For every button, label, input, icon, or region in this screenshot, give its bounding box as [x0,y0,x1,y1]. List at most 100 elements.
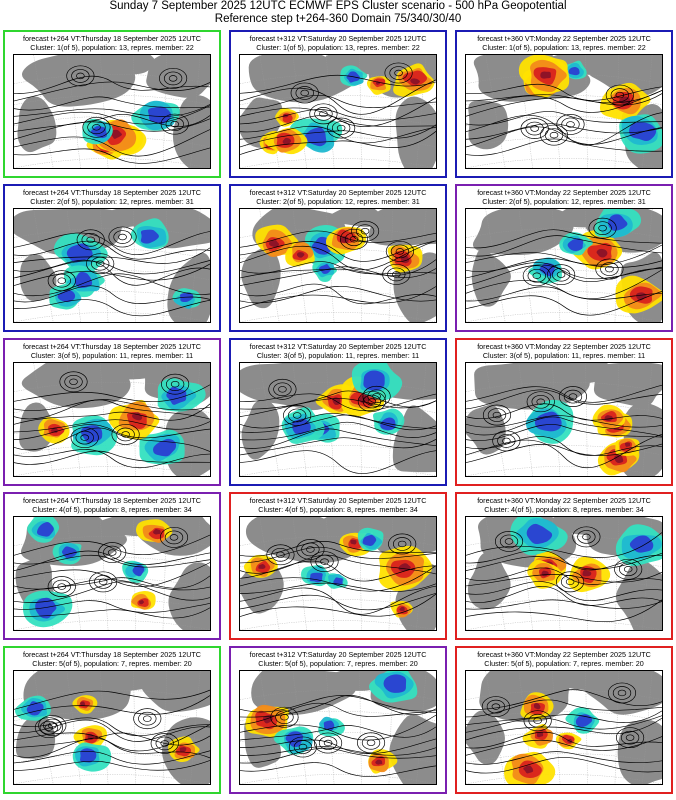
positive-anomaly [410,78,420,85]
negative-anomaly [363,370,385,391]
positive-anomaly [110,129,122,139]
anomaly-layer [525,399,640,476]
panel-forecast-label: forecast t+360 VT:Monday 22 September 20… [477,650,651,659]
panel-cluster-label: Cluster: 3(of 5), population: 11, repres… [482,351,646,360]
positive-anomaly [536,732,544,738]
cluster-panel: forecast t+360 VT:Monday 22 September 20… [455,646,673,794]
land-layer [466,671,662,784]
panel-cluster-label: Cluster: 4(of 5), population: 8, repres.… [32,505,192,514]
negative-anomaly [147,106,172,125]
positive-anomaly [523,765,534,774]
map-graphic [14,55,210,168]
negative-anomaly [567,238,584,252]
panel-caption: forecast t+360 VT:Monday 22 September 20… [457,496,671,514]
panel-caption: forecast t+264 VT:Thursday 18 September … [5,342,219,360]
panel-forecast-label: forecast t+264 VT:Thursday 18 September … [23,342,201,351]
panel-caption: forecast t+360 VT:Monday 22 September 20… [457,34,671,52]
panel-cluster-label: Cluster: 1(of 5), population: 13, repres… [482,43,646,52]
panel-cluster-label: Cluster: 2(of 5), population: 12, repres… [256,197,420,206]
anomaly-layer [528,209,662,314]
map-graphic [466,209,662,322]
map-graphic [466,363,662,476]
positive-anomaly [624,442,631,447]
map-graphic [240,363,436,476]
panel-cluster-label: Cluster: 2(of 5), population: 12, repres… [30,197,194,206]
cluster-panel: forecast t+264 VT:Thursday 18 September … [3,184,221,332]
negative-anomaly [362,534,377,547]
panel-cluster-label: Cluster: 5(of 5), population: 7, repres.… [484,659,644,668]
negative-anomaly [66,243,93,263]
positive-anomaly [636,292,647,301]
positive-anomaly [258,564,266,569]
map-graphic [466,671,662,784]
panel-cluster-label: Cluster: 2(of 5), population: 12, repres… [482,197,646,206]
positive-anomaly [263,715,273,724]
graticule [466,363,662,476]
panel-caption: forecast t+360 VT:Monday 22 September 20… [457,342,671,360]
negative-anomaly [75,271,93,288]
negative-anomaly [568,67,580,76]
negative-anomaly [318,264,332,274]
geopotential-contours [240,220,436,309]
negative-anomaly [90,126,107,139]
negative-anomaly [292,418,311,435]
positive-anomaly [282,137,292,145]
graticule [14,209,210,322]
positive-anomaly [350,539,357,545]
geopotential-contours [466,83,662,156]
anomaly-map [13,208,211,323]
geopotential-contours [14,65,210,164]
cluster-panel: forecast t+360 VT:Monday 22 September 20… [455,338,673,486]
negative-anomaly [36,522,54,537]
anomaly-map [13,362,211,477]
panel-caption: forecast t+360 VT:Monday 22 September 20… [457,650,671,668]
negative-anomaly [575,714,593,728]
positive-anomaly [179,747,187,752]
panel-cluster-label: Cluster: 3(of 5), population: 11, repres… [30,351,194,360]
positive-anomaly [153,529,161,535]
cluster-panel: forecast t+264 VT:Thursday 18 September … [3,338,221,486]
positive-anomaly [582,569,592,577]
cluster-panel: forecast t+360 VT:Monday 22 September 20… [455,30,673,178]
cluster-panel: forecast t+360 VT:Monday 22 September 20… [455,492,673,640]
panel-forecast-label: forecast t+360 VT:Monday 22 September 20… [477,496,651,505]
panel-forecast-label: forecast t+312 VT:Saturday 20 September … [249,188,427,197]
panel-forecast-label: forecast t+264 VT:Thursday 18 September … [23,496,201,505]
anomaly-map [13,54,211,169]
positive-anomaly [402,70,428,87]
negative-anomaly [166,386,187,405]
anomaly-layer [259,63,435,155]
map-graphic [14,671,210,784]
anomaly-map [465,208,663,323]
panel-forecast-label: forecast t+264 VT:Thursday 18 September … [23,188,201,197]
anomaly-map [13,516,211,631]
panel-forecast-label: forecast t+312 VT:Saturday 20 September … [249,496,427,505]
positive-anomaly [132,412,143,421]
negative-anomaly [608,214,628,231]
cluster-panel: forecast t+312 VT:Saturday 20 September … [229,492,447,640]
panel-forecast-label: forecast t+360 VT:Monday 22 September 20… [477,188,651,197]
negative-anomaly [629,535,654,553]
land-layer [240,363,436,473]
cluster-panel: forecast t+264 VT:Thursday 18 September … [3,30,221,178]
geopotential-contours [240,695,436,777]
positive-anomaly [533,703,541,710]
anomaly-map [239,208,437,323]
negative-anomaly [140,229,159,244]
anomaly-map [239,362,437,477]
panel-caption: forecast t+312 VT:Saturday 20 September … [231,188,445,206]
cluster-panel: forecast t+360 VT:Monday 22 September 20… [455,184,673,332]
panel-cluster-label: Cluster: 4(of 5), population: 8, repres.… [484,505,644,514]
geopotential-contours [466,217,662,316]
anomaly-map [13,670,211,785]
geopotential-contours [240,533,436,617]
cluster-panel: forecast t+312 VT:Saturday 20 September … [229,338,447,486]
panel-forecast-label: forecast t+264 VT:Thursday 18 September … [23,650,201,659]
anomaly-map [239,54,437,169]
figure-title: Sunday 7 September 2025 12UTC ECMWF EPS … [109,0,567,12]
negative-anomaly [526,523,553,545]
panel-forecast-label: forecast t+360 VT:Monday 22 September 20… [477,342,651,351]
map-graphic [240,517,436,630]
anomaly-map [465,362,663,477]
anomaly-layer [22,517,173,628]
